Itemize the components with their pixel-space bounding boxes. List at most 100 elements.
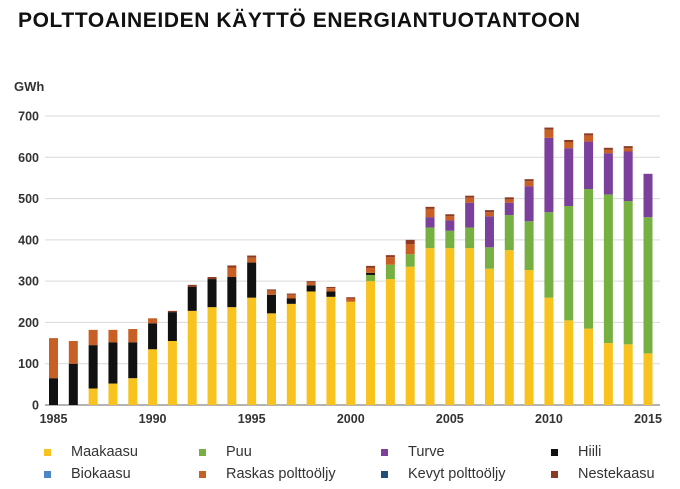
bar-segment xyxy=(326,296,336,405)
bar-segment xyxy=(88,329,98,346)
bar-segment xyxy=(405,254,415,267)
bars xyxy=(49,127,653,405)
bar-segment xyxy=(484,247,494,269)
bar-segment xyxy=(643,217,653,354)
bar-segment xyxy=(504,197,514,200)
bar-stack-2012 xyxy=(584,133,594,405)
legend-label: Puu xyxy=(226,444,252,460)
y-tick-label: 400 xyxy=(18,233,39,247)
bar-segment xyxy=(128,342,138,379)
bar-segment xyxy=(465,195,475,198)
legend-label: Nestekaasu xyxy=(578,466,655,482)
bar-segment xyxy=(306,285,316,292)
y-tick-label: 200 xyxy=(18,316,39,330)
bar-segment xyxy=(306,281,316,283)
bar-segment xyxy=(445,214,455,217)
bar-segment xyxy=(207,307,217,405)
bar-segment xyxy=(366,267,376,273)
bar-segment xyxy=(405,266,415,405)
legend-item: Nestekaasu xyxy=(551,464,655,484)
bar-segment xyxy=(366,281,376,405)
bar-segment xyxy=(227,267,237,278)
bar-segment xyxy=(544,127,554,130)
bar-segment xyxy=(445,230,455,249)
bar-segment xyxy=(68,363,78,405)
legend-swatch xyxy=(44,448,51,456)
bar-stack-1988 xyxy=(108,329,118,405)
bar-segment xyxy=(187,284,197,287)
legend-item: Turve xyxy=(381,442,445,462)
bar-segment xyxy=(266,290,276,295)
bar-stack-1990 xyxy=(148,318,158,405)
bar-segment xyxy=(385,279,395,405)
bar-segment xyxy=(484,216,494,248)
bar-segment xyxy=(187,310,197,405)
bar-segment xyxy=(207,279,217,308)
bar-segment xyxy=(643,353,653,405)
bar-stack-1993 xyxy=(207,277,217,405)
bar-segment xyxy=(88,345,98,389)
bar-segment xyxy=(128,378,138,405)
bar-segment xyxy=(603,153,613,195)
bar-segment xyxy=(504,250,514,405)
bar-segment xyxy=(425,248,435,405)
bar-segment xyxy=(623,146,633,149)
bar-segment xyxy=(544,212,554,298)
legend-swatch xyxy=(381,470,388,478)
bar-segment xyxy=(385,264,395,280)
bar-segment xyxy=(445,216,455,221)
bar-segment xyxy=(564,206,574,321)
bar-segment xyxy=(603,147,613,150)
legend-item: Biokaasu xyxy=(44,464,131,484)
bar-segment xyxy=(49,338,58,379)
bar-segment xyxy=(425,206,435,209)
bar-segment xyxy=(227,265,237,268)
legend-item: Hiili xyxy=(551,442,601,462)
bar-segment xyxy=(266,313,276,405)
bar-segment xyxy=(544,297,554,405)
y-tick-label: 100 xyxy=(18,357,39,371)
bar-segment xyxy=(286,294,296,299)
bar-segment xyxy=(187,286,197,311)
bar-stack-2005 xyxy=(445,214,455,405)
bar-segment xyxy=(584,328,594,405)
bar-segment xyxy=(623,201,633,345)
bar-segment xyxy=(524,221,534,270)
bar-segment xyxy=(484,268,494,405)
legend-item: Kevyt polttoöljy xyxy=(381,464,506,484)
bar-stack-2004 xyxy=(425,206,435,405)
y-axis-unit-label: GWh xyxy=(14,79,45,94)
legend-item: Puu xyxy=(199,442,252,462)
bar-segment xyxy=(346,298,356,302)
legend-label: Turve xyxy=(408,444,445,460)
bar-segment xyxy=(544,129,554,138)
bar-segment xyxy=(167,312,177,342)
legend-label: Raskas polttoöljy xyxy=(226,466,336,482)
bar-segment xyxy=(465,202,475,228)
bar-segment xyxy=(564,148,574,207)
bar-segment xyxy=(326,291,336,297)
bar-stack-2002 xyxy=(385,255,395,405)
bar-stack-2014 xyxy=(623,146,633,405)
bar-stack-1995 xyxy=(247,255,257,405)
bar-stack-2009 xyxy=(524,179,534,405)
bar-segment xyxy=(603,343,613,405)
bar-segment xyxy=(504,202,514,216)
bar-segment xyxy=(385,257,395,265)
bar-segment xyxy=(88,388,98,405)
bar-segment xyxy=(247,297,257,405)
legend: Maakaasu Puu Turve Hiili Biokaasu Raskas polt… xyxy=(44,442,674,488)
bar-segment xyxy=(167,310,177,313)
bar-stack-1996 xyxy=(266,289,276,405)
bar-stack-2003 xyxy=(405,239,415,405)
legend-swatch xyxy=(44,470,51,478)
legend-label: Biokaasu xyxy=(71,466,131,482)
bar-segment xyxy=(68,341,78,364)
y-tick-label: 0 xyxy=(32,399,39,413)
bar-segment xyxy=(564,142,574,149)
bar-segment xyxy=(465,248,475,405)
bar-segment xyxy=(366,272,376,275)
bar-segment xyxy=(108,329,118,343)
legend-swatch xyxy=(551,470,558,478)
legend-swatch xyxy=(381,448,388,456)
